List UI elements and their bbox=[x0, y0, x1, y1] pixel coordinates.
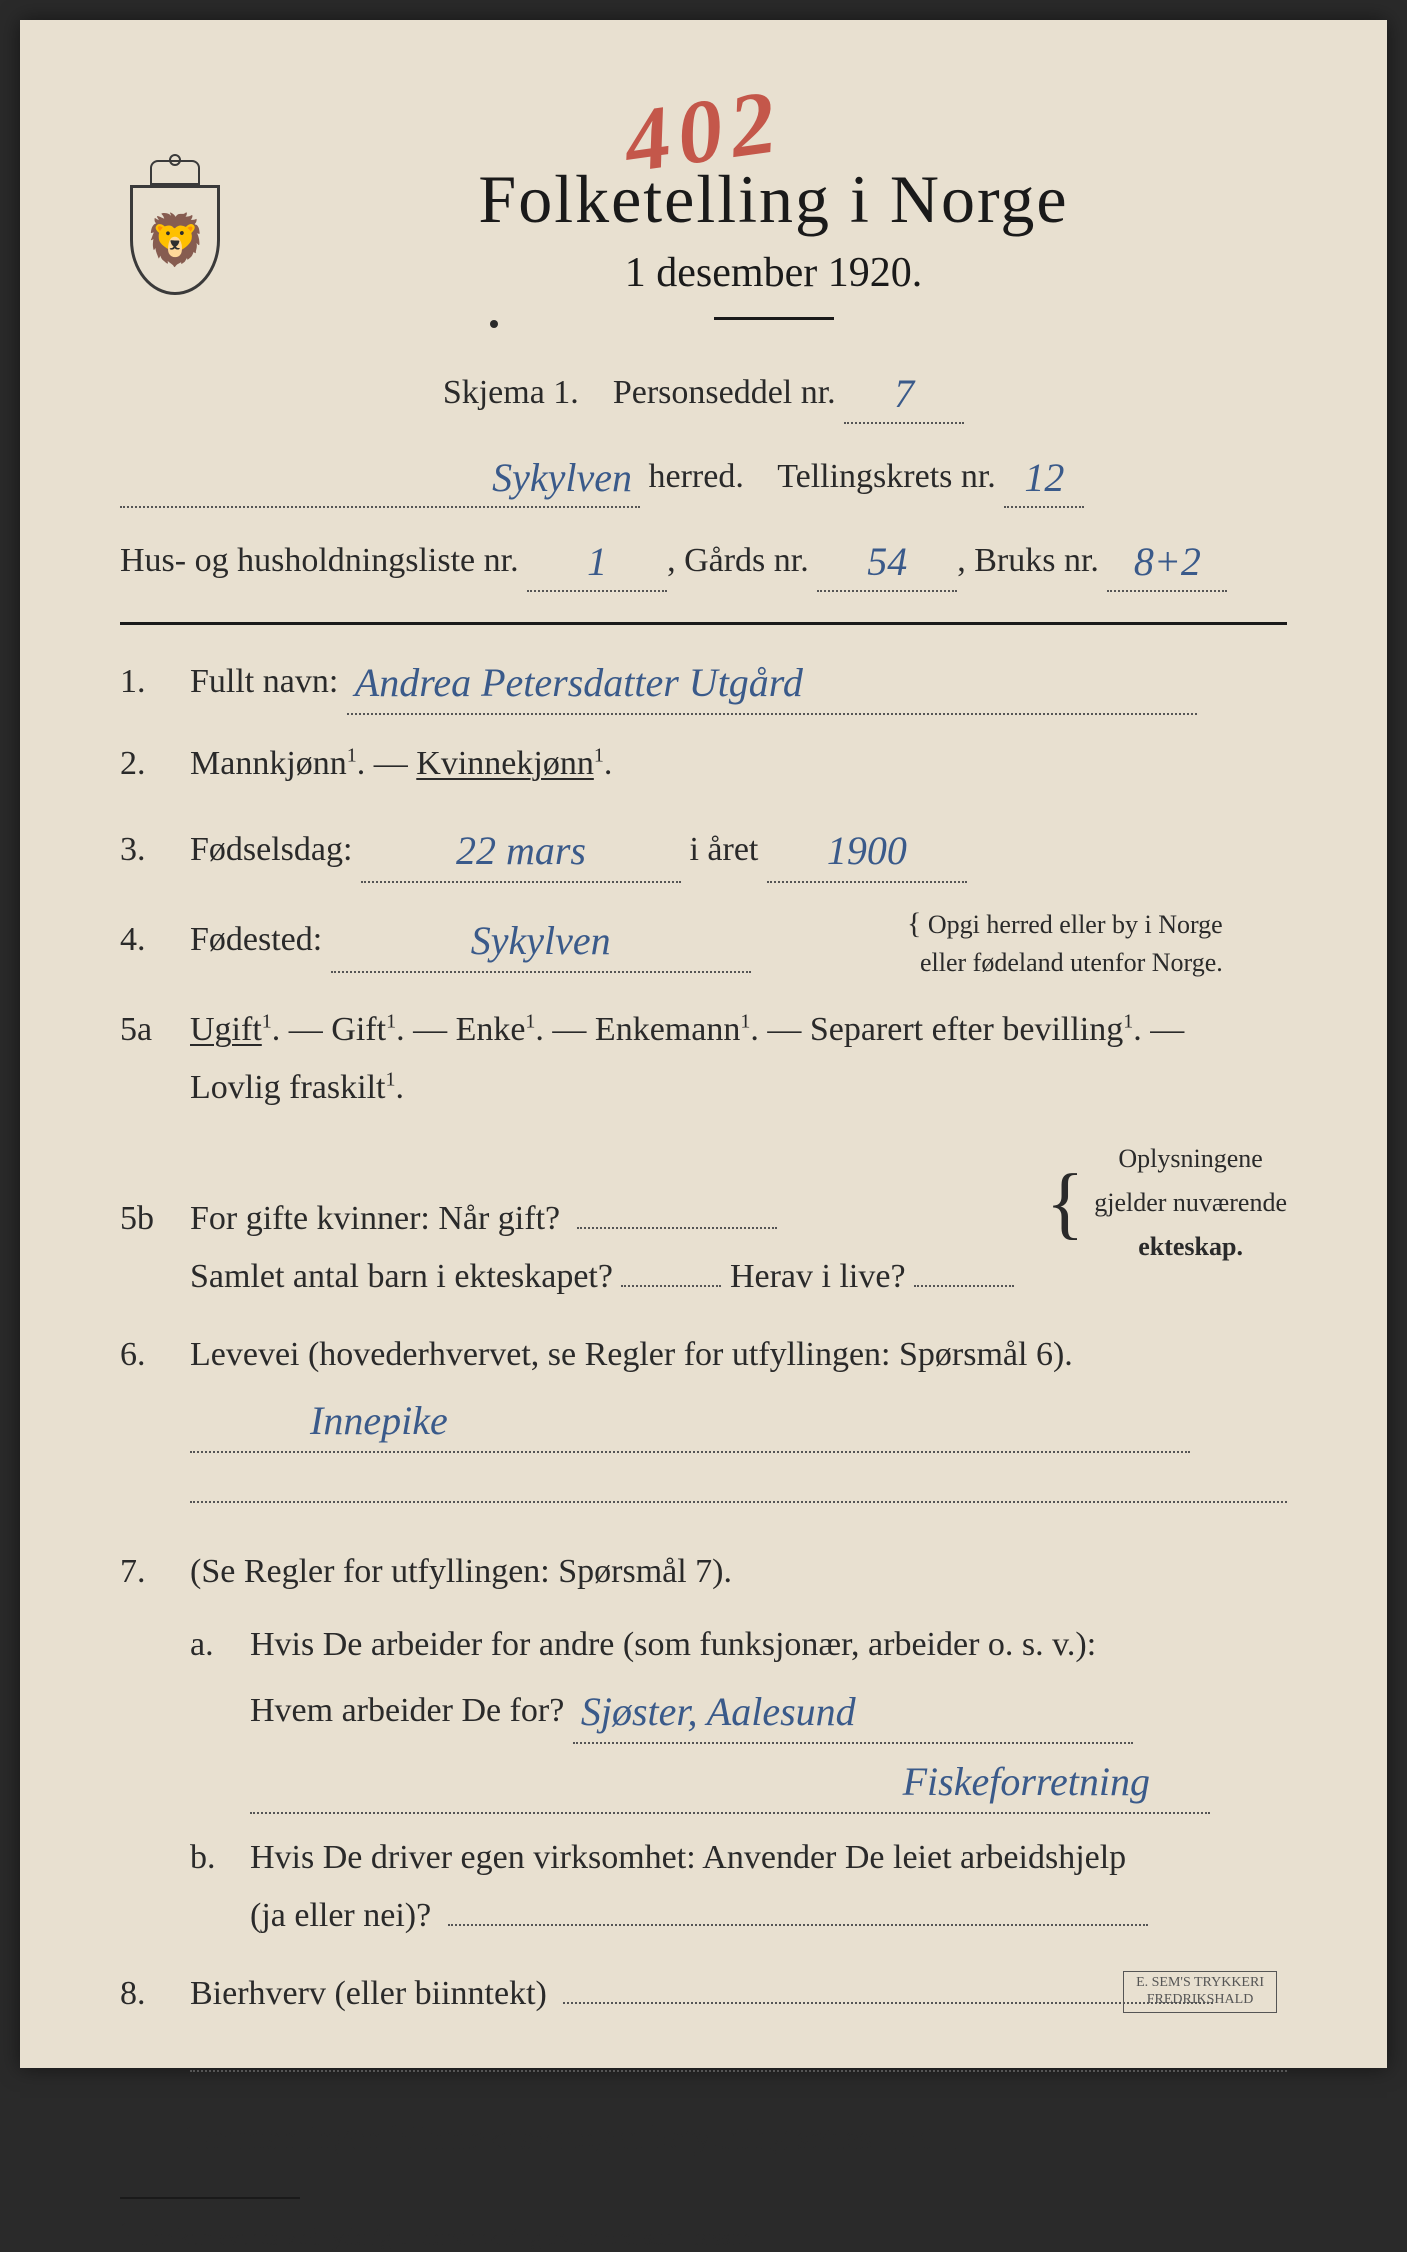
title-divider bbox=[714, 317, 834, 320]
title-block: Folketelling i Norge 1 desember 1920. bbox=[260, 160, 1287, 340]
q2-opt2-selected: Kvinnekjønn bbox=[416, 745, 594, 782]
footnote: 1 Her kan svares ved tydelig understrekn… bbox=[120, 2219, 1287, 2252]
q1-num: 1. bbox=[120, 663, 170, 701]
tellingskrets-value: 12 bbox=[1004, 442, 1084, 508]
q5a-opt: Lovlig fraskilt bbox=[190, 1069, 385, 1106]
q5b-label: For gifte kvinner: bbox=[190, 1200, 430, 1237]
husliste-line: Hus- og husholdningsliste nr. 1, Gårds n… bbox=[120, 526, 1287, 592]
q4-num: 4. bbox=[120, 921, 170, 959]
tellingskrets-label: Tellingskrets nr. bbox=[777, 458, 996, 495]
q7-label: (Se Regler for utfyllingen: Spørsmål 7). bbox=[190, 1553, 732, 1590]
herred-label: herred. bbox=[649, 458, 744, 495]
q8-row: 8. Bierhverv (eller biinntekt) bbox=[120, 1965, 1287, 2093]
q3-year-value: 1900 bbox=[767, 813, 967, 883]
ink-dot bbox=[490, 320, 498, 328]
header: 🦁 Folketelling i Norge 1 desember 1920. bbox=[120, 160, 1287, 340]
q5b-q1: Når gift? bbox=[438, 1200, 560, 1237]
husliste-label: Hus- og husholdningsliste nr. bbox=[120, 542, 519, 579]
husliste-value: 1 bbox=[527, 526, 667, 592]
q7a-value1: Sjøster, Aalesund bbox=[573, 1674, 1133, 1744]
bruks-value: 8+2 bbox=[1107, 526, 1227, 592]
q1-row: 1. Fullt navn: Andrea Petersdatter Utgår… bbox=[120, 645, 1287, 715]
skjema-label: Skjema 1. bbox=[443, 374, 579, 411]
herred-line: Sykylven herred. Tellingskrets nr. 12 bbox=[120, 442, 1287, 508]
personseddel-value: 7 bbox=[844, 358, 964, 424]
q5a-opt: Separert efter bevilling bbox=[810, 1011, 1123, 1048]
q4-label: Fødested: bbox=[190, 921, 322, 958]
q7-num: 7. bbox=[120, 1553, 170, 1591]
q7a-value2: Fiskeforretning bbox=[250, 1744, 1210, 1814]
bruks-label: Bruks nr. bbox=[974, 542, 1099, 579]
date-line: 1 desember 1920. bbox=[260, 249, 1287, 297]
q7b-label2: (ja eller nei)? bbox=[250, 1897, 431, 1934]
q3-day-value: 22 mars bbox=[361, 813, 681, 883]
section-divider bbox=[120, 622, 1287, 625]
q5b-q3: Herav i live? bbox=[730, 1258, 906, 1295]
q5a-num: 5a bbox=[120, 1011, 170, 1049]
herred-value: Sykylven bbox=[120, 442, 640, 508]
q5b-note: { Oplysningene gjelder nuværende ekteska… bbox=[1046, 1137, 1287, 1270]
q8-num: 8. bbox=[120, 1975, 170, 2013]
q7a-label1: Hvis De arbeider for andre (som funksjon… bbox=[250, 1626, 1096, 1663]
printer-stamp: E. SEM'S TRYKKERI FREDRIKSHALD bbox=[1123, 1971, 1277, 2013]
q7b-label1: Hvis De driver egen virksomhet: Anvender… bbox=[250, 1839, 1126, 1876]
q5a-row: 5a Ugift1. — Gift1. — Enke1. — Enkemann1… bbox=[120, 1001, 1287, 1117]
q5b-row: 5b For gifte kvinner: Når gift? Samlet a… bbox=[120, 1137, 1287, 1306]
q2-opt1: Mannkjønn bbox=[190, 745, 347, 782]
q2-num: 2. bbox=[120, 745, 170, 783]
q7-row: 7. (Se Regler for utfyllingen: Spørsmål … bbox=[120, 1543, 1287, 1944]
q8-label: Bierhverv (eller biinntekt) bbox=[190, 1975, 547, 2012]
skjema-line: Skjema 1. Personseddel nr. 7 bbox=[120, 358, 1287, 424]
q5a-opt: Gift bbox=[331, 1011, 386, 1048]
personseddel-label: Personseddel nr. bbox=[613, 374, 836, 411]
q3-num: 3. bbox=[120, 831, 170, 869]
q7a-label2: Hvem arbeider De for? bbox=[250, 1692, 564, 1729]
q2-row: 2. Mannkjønn1. — Kvinnekjønn1. bbox=[120, 735, 1287, 793]
q5a-opt: Enke bbox=[456, 1011, 526, 1048]
gards-label: Gårds nr. bbox=[684, 542, 809, 579]
census-form-page: 402 🦁 Folketelling i Norge 1 desember 19… bbox=[20, 20, 1387, 2068]
q6-label: Levevei (hovederhvervet, se Regler for u… bbox=[190, 1336, 1073, 1373]
q1-value: Andrea Petersdatter Utgård bbox=[347, 645, 1197, 715]
q6-row: 6. Levevei (hovederhvervet, se Regler fo… bbox=[120, 1326, 1287, 1524]
q5b-q2: Samlet antal barn i ekteskapet? bbox=[190, 1258, 613, 1295]
gards-value: 54 bbox=[817, 526, 957, 592]
q3-year-label: i året bbox=[689, 831, 758, 868]
footer-note: Har man ingen biinntekt av nogen betydni… bbox=[120, 2112, 1287, 2166]
q4-side-note: { Opgi herred eller by i Norge eller fød… bbox=[907, 903, 1287, 981]
q5a-opt-selected: Ugift bbox=[190, 1011, 262, 1048]
q6-value: Innepike bbox=[190, 1383, 1190, 1453]
footnote-rule bbox=[120, 2197, 300, 2199]
q7b-num: b. bbox=[190, 1829, 230, 1945]
q3-row: 3. Fødselsdag: 22 mars i året 1900 bbox=[120, 813, 1287, 883]
q4-value: Sykylven bbox=[331, 903, 751, 973]
q4-row: 4. Fødested: Sykylven { Opgi herred elle… bbox=[120, 903, 1287, 981]
coat-of-arms-icon: 🦁 bbox=[120, 160, 230, 310]
q6-num: 6. bbox=[120, 1336, 170, 1374]
q3-label: Fødselsdag: bbox=[190, 831, 352, 868]
q5b-num: 5b bbox=[120, 1200, 170, 1238]
annotation-number: 402 bbox=[618, 69, 790, 193]
q7a-num: a. bbox=[190, 1616, 230, 1814]
q5a-opt: Enkemann bbox=[595, 1011, 740, 1048]
q1-label: Fullt navn: bbox=[190, 663, 338, 700]
